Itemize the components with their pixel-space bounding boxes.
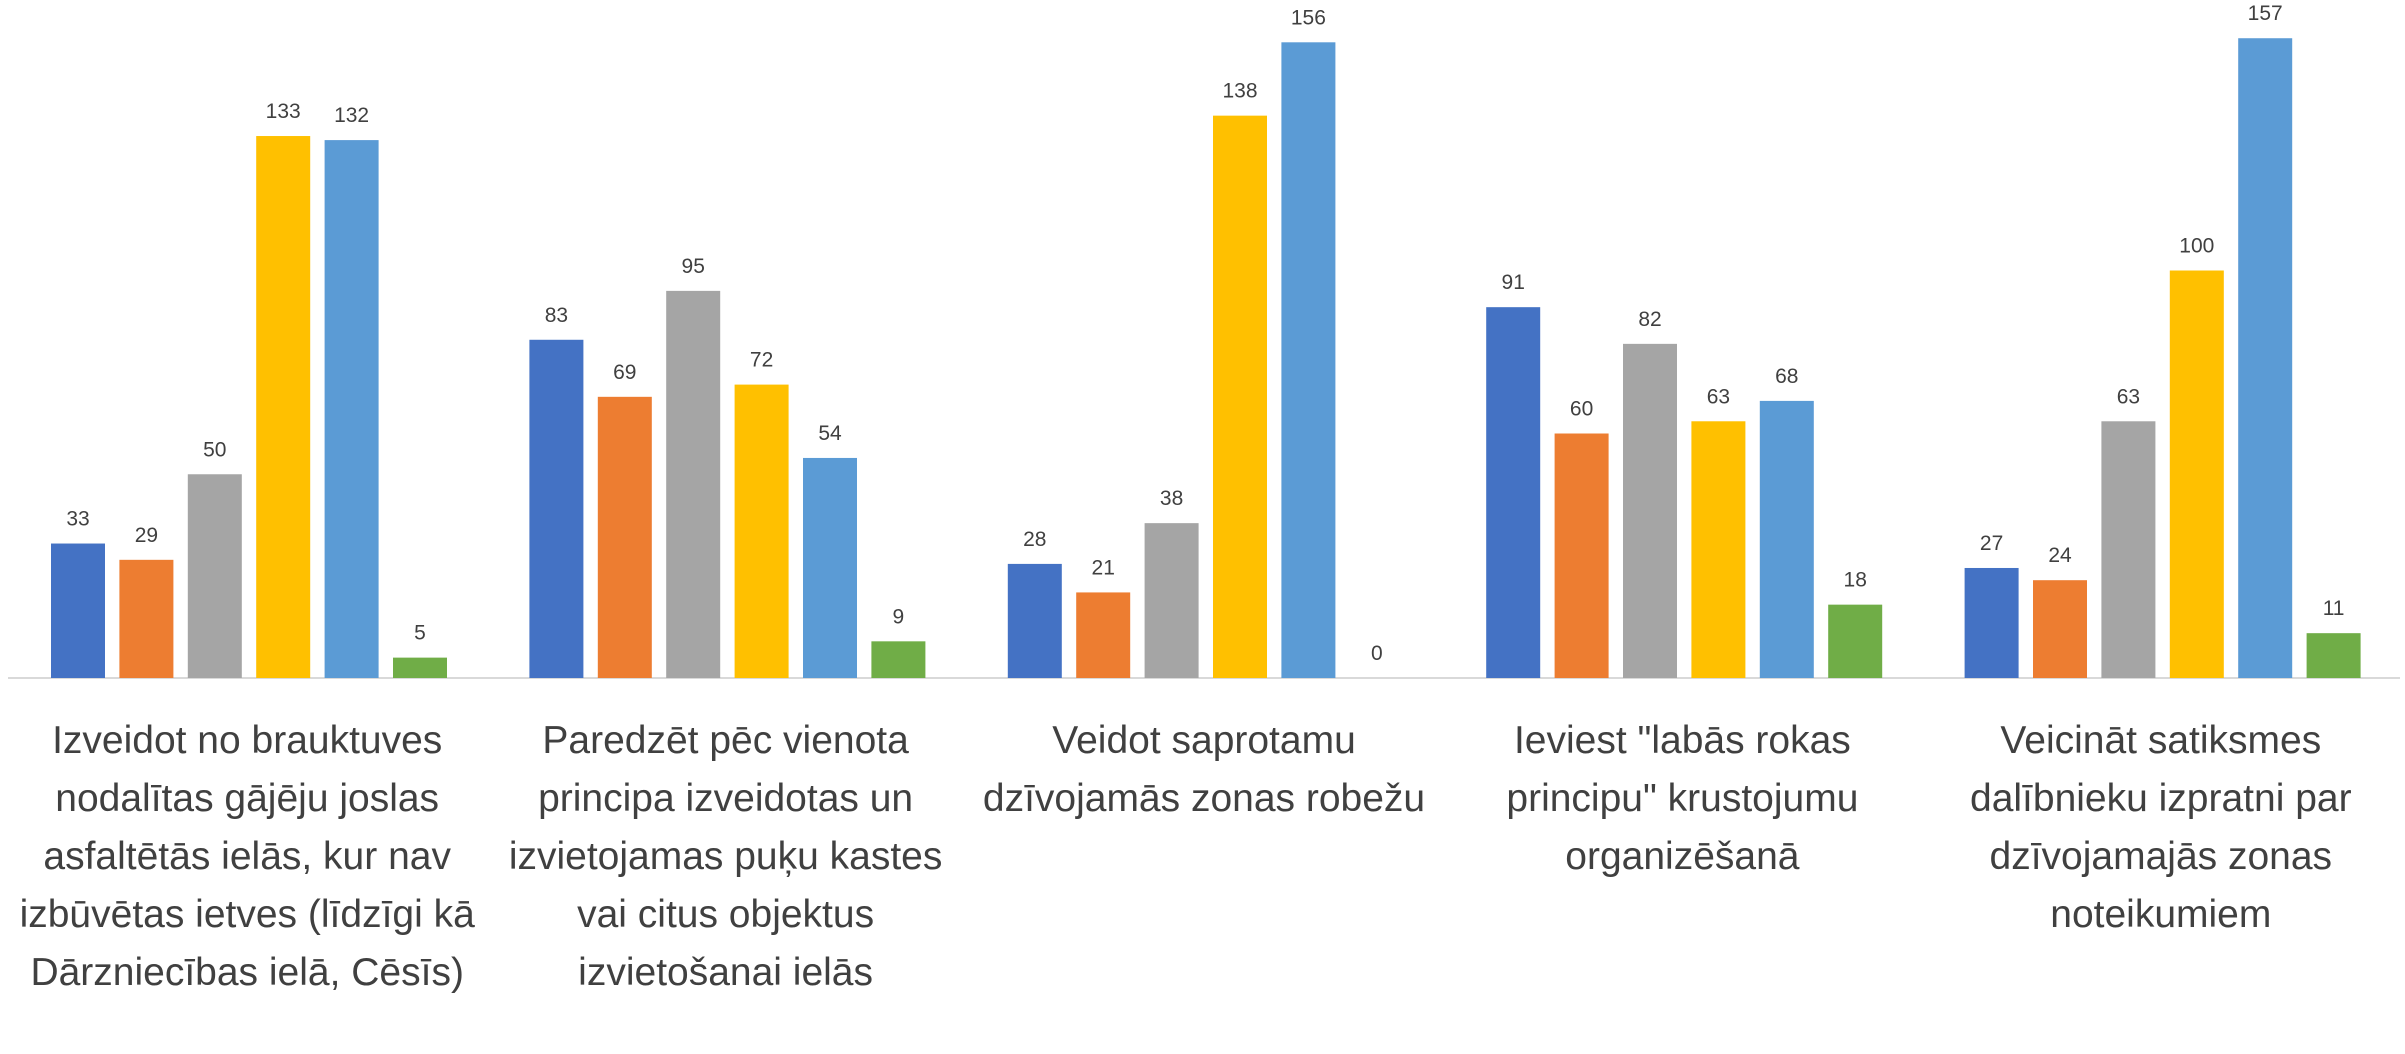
data-label: 63 (2117, 385, 2140, 408)
bar (1554, 433, 1609, 678)
data-label: 38 (1160, 487, 1183, 510)
data-label: 82 (1638, 308, 1661, 331)
data-label: 27 (1980, 532, 2003, 555)
x-tick-label: Veidot saprotamu dzīvojamās zonas robežu (982, 719, 1426, 820)
data-label: 18 (1844, 569, 1867, 592)
data-label: 157 (2248, 2, 2283, 25)
bar (734, 384, 789, 678)
data-label: 68 (1775, 365, 1798, 388)
data-label: 95 (682, 255, 705, 278)
bar (1076, 592, 1131, 678)
bar (2101, 421, 2156, 678)
bar (803, 457, 857, 678)
bar (1144, 523, 1199, 678)
data-label: 50 (203, 438, 226, 461)
bar (2306, 633, 2361, 678)
bar (1759, 400, 1814, 678)
data-label: 69 (613, 361, 636, 384)
bar (1486, 307, 1541, 678)
bar (2238, 38, 2293, 679)
x-tick-label: Ieviest "labās rokas principu" krustojum… (1506, 719, 1859, 878)
bar (871, 641, 926, 678)
data-label: 33 (66, 508, 89, 531)
bar (1691, 421, 1746, 678)
data-label: 133 (266, 100, 301, 123)
bar (119, 559, 174, 678)
bar (324, 140, 379, 679)
bar (187, 474, 242, 678)
data-label: 5 (414, 622, 426, 645)
data-label: 9 (893, 605, 905, 628)
bar (393, 657, 447, 678)
bar (1964, 567, 2019, 678)
bar (51, 543, 105, 678)
x-tick-label: Izveidot no brauktuves nodalītas gājēju … (19, 719, 475, 994)
data-label: 83 (545, 304, 568, 327)
data-label: 138 (1222, 80, 1257, 103)
data-label: 0 (1371, 642, 1383, 665)
data-label: 156 (1291, 6, 1326, 29)
data-label: 132 (334, 104, 369, 127)
data-label: 91 (1502, 271, 1525, 294)
data-label: 54 (818, 422, 842, 445)
bar (256, 136, 311, 678)
data-label: 72 (750, 349, 773, 372)
bar (1281, 42, 1336, 679)
bar (1623, 343, 1677, 678)
bar (597, 396, 652, 678)
bar (2033, 580, 2087, 678)
data-label: 21 (1092, 556, 1115, 579)
bar (1828, 604, 1883, 678)
bar (2169, 270, 2224, 678)
bar (1213, 115, 1267, 678)
bar (666, 290, 721, 678)
data-label: 28 (1023, 528, 1046, 551)
data-label: 24 (2048, 544, 2072, 567)
bar (529, 339, 584, 678)
bar (1007, 563, 1062, 678)
data-label: 100 (2179, 235, 2214, 258)
x-tick-label: Paredzēt pēc vienota principa izveidotas… (508, 719, 943, 994)
x-tick-label: Veicināt satiksmes dalībnieku izpratni p… (1970, 719, 2352, 936)
data-label: 29 (135, 524, 158, 547)
data-label: 63 (1707, 385, 1730, 408)
data-label: 11 (2323, 597, 2345, 620)
data-label: 60 (1570, 398, 1593, 421)
